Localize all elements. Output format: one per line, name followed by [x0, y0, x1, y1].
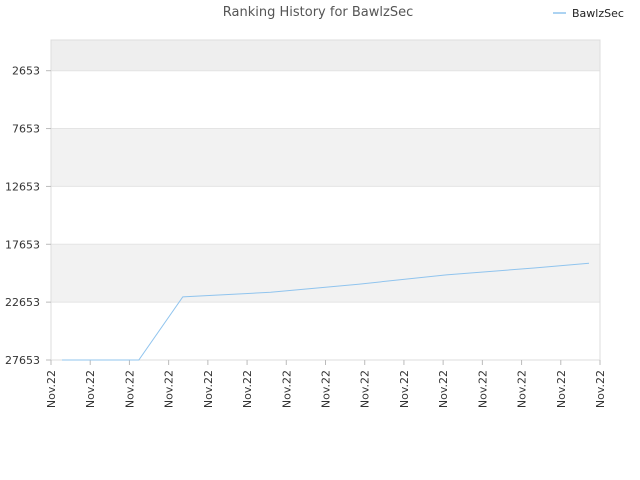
background-bands — [51, 40, 600, 360]
x-tick-label: Nov.22 — [555, 370, 568, 408]
x-tick-label: Nov.22 — [163, 370, 176, 408]
x-tick-label: Nov.22 — [320, 370, 333, 408]
x-tick-label: Nov.22 — [241, 370, 254, 408]
y-tick-label: 7653 — [12, 123, 40, 136]
chart-title: Ranking History for BawlzSec — [223, 5, 413, 20]
y-tick-label: 12653 — [5, 180, 40, 193]
x-tick-label: Nov.22 — [84, 370, 97, 408]
x-tick-label: Nov.22 — [45, 370, 58, 408]
y-axis-ticks: 2653 7653 12653 17653 22653 27653 — [5, 65, 51, 367]
x-tick-label: Nov.22 — [437, 370, 450, 408]
x-tick-label: Nov.22 — [280, 370, 293, 408]
y-tick-label: 22653 — [5, 296, 40, 309]
y-tick-label: 27653 — [5, 354, 40, 367]
series-line-bawlzsec — [62, 262, 590, 361]
x-tick-label: Nov.22 — [398, 370, 411, 408]
band — [51, 302, 600, 360]
x-axis-ticks: Nov.22 Nov.22 Nov.22 Nov.22 Nov.22 Nov.22 Nov.… — [45, 360, 607, 408]
x-tick-label: Nov.22 — [516, 370, 529, 408]
x-tick-label: Nov.22 — [202, 370, 215, 408]
band — [51, 244, 600, 303]
legend-label: BawlzSec — [572, 7, 624, 20]
band — [51, 40, 600, 71]
band — [51, 128, 600, 187]
band — [51, 186, 600, 245]
y-tick-label: 17653 — [5, 238, 40, 251]
x-tick-label: Nov.22 — [123, 370, 136, 408]
x-tick-label: Nov.22 — [476, 370, 489, 408]
x-tick-label: Nov.22 — [594, 370, 607, 408]
band — [51, 70, 600, 129]
x-tick-label: Nov.22 — [359, 370, 372, 408]
y-tick-label: 2653 — [12, 65, 40, 78]
legend: BawlzSec — [553, 7, 624, 20]
